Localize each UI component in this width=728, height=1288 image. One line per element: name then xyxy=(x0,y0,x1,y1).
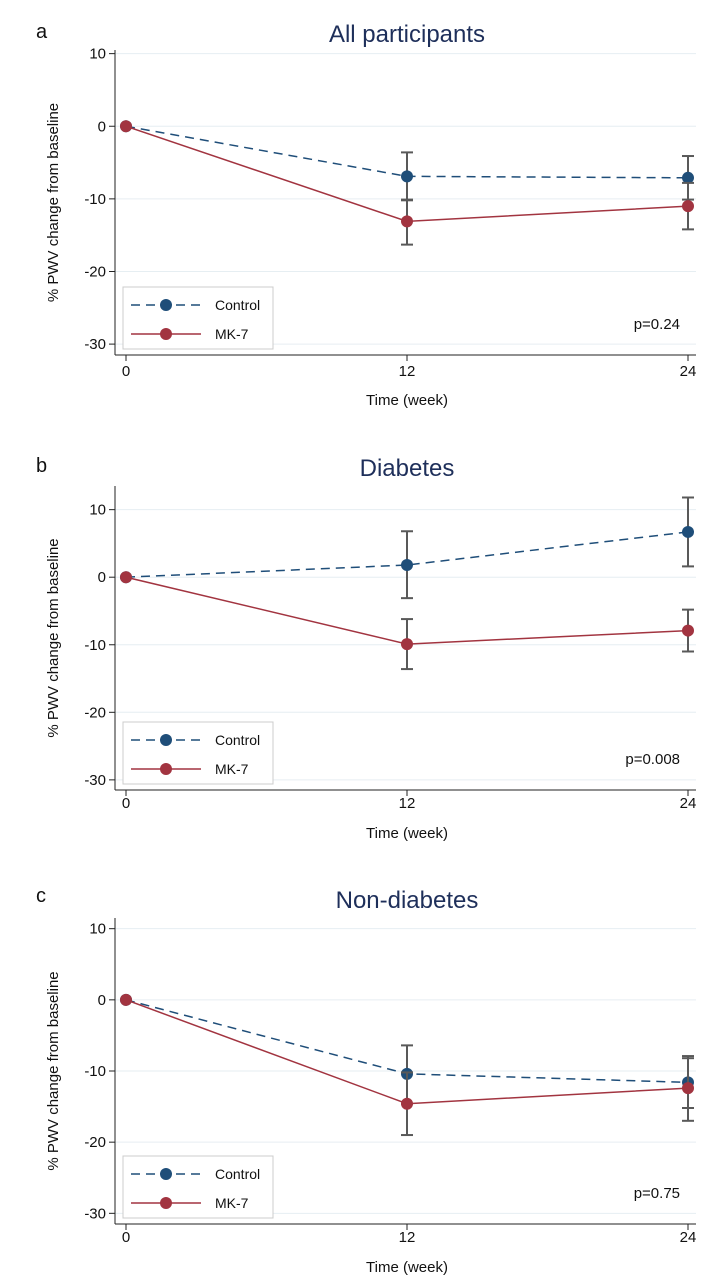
panel-b-legend-box xyxy=(122,721,274,785)
panel-b-control-point xyxy=(682,525,694,538)
panel-a-y-tick-label: -30 xyxy=(84,336,106,353)
panel-b-x-tick-label: 0 xyxy=(122,795,130,812)
panel-a-y-tick-label: -10 xyxy=(84,191,106,208)
panel-c-x-tick-label: 12 xyxy=(399,1229,416,1246)
panel-a-letter: a xyxy=(36,21,48,43)
panel-c-legend-box xyxy=(122,1155,274,1219)
panel-b-control-point xyxy=(401,559,413,572)
panel-a-x-axis-label: Time (week) xyxy=(366,392,448,409)
panel-c-x-tick-label: 0 xyxy=(122,1229,130,1246)
panel-b: b Diabetes 10 0 -10 -20 -30 0 12 24 Time (week) % P… xyxy=(36,455,696,842)
panel-b-legend-label: MK-7 xyxy=(215,761,249,777)
panel-a-legend-label: Control xyxy=(215,297,260,313)
panel-a-title: All participants xyxy=(329,21,485,48)
panel-c-letter: c xyxy=(36,885,46,907)
panel-b-x-axis-label: Time (week) xyxy=(366,825,448,842)
panel-c-mk-7-point xyxy=(682,1082,694,1095)
panel-b-y-tick-label: -10 xyxy=(84,637,106,654)
panel-b-x-tick-label: 12 xyxy=(399,795,416,812)
panel-a-x-tick-label: 12 xyxy=(399,363,416,380)
panel-a-mk-7-point xyxy=(401,215,413,228)
panel-c-mk-7-point xyxy=(120,993,132,1006)
panel-a-p-value: p=0.24 xyxy=(634,316,680,333)
panel-a-legend-label: MK-7 xyxy=(215,326,249,342)
panel-b-y-tick-label: 10 xyxy=(89,502,106,519)
panel-a-control-point xyxy=(682,171,694,184)
panel-b-y-tick-label: -20 xyxy=(84,704,106,721)
panel-a-y-tick-label: 0 xyxy=(98,118,106,135)
panel-a: a All participants 10 0 -10 -20 -30 0 12 24 Time (… xyxy=(36,21,696,409)
panel-b-legend-label: Control xyxy=(215,732,260,748)
panel-a-x-tick-label: 0 xyxy=(122,363,130,380)
panel-b-title: Diabetes xyxy=(360,455,455,482)
panel-b-mk-7-point xyxy=(682,624,694,637)
panel-b-y-tick-label: -30 xyxy=(84,772,106,789)
panel-a-x-tick-label: 24 xyxy=(680,363,697,380)
panel-c-legend-swatch-marker xyxy=(160,1168,172,1180)
panel-a-legend-box xyxy=(122,286,274,350)
panel-a-legend: Control MK-7 xyxy=(122,286,274,350)
panel-b-mk-7-point xyxy=(120,571,132,584)
panel-a-y-tick-label: 10 xyxy=(89,46,106,63)
panel-c-y-tick-label: 0 xyxy=(98,992,106,1009)
panel-a-legend-swatch-marker xyxy=(160,328,172,340)
panel-b-legend-swatch-marker xyxy=(160,734,172,746)
panel-c-title: Non-diabetes xyxy=(336,887,479,914)
panel-c-x-axis-label: Time (week) xyxy=(366,1259,448,1276)
panel-a-legend-swatch-marker xyxy=(160,299,172,311)
panel-a-control-point xyxy=(401,170,413,183)
panel-c-mk-7-point xyxy=(401,1097,413,1110)
panel-c-legend-label: MK-7 xyxy=(215,1195,249,1211)
panel-b-legend: Control MK-7 xyxy=(122,721,274,785)
panel-c-y-tick-label: -20 xyxy=(84,1134,106,1151)
panel-c-legend: Control MK-7 xyxy=(122,1155,274,1219)
panel-b-control-line xyxy=(125,531,689,578)
panel-a-mk-7-point xyxy=(682,200,694,213)
panel-c-legend-label: Control xyxy=(215,1166,260,1182)
panel-b-p-value: p=0.008 xyxy=(625,751,680,768)
panel-b-legend-swatch-marker xyxy=(160,763,172,775)
panel-a-y-tick-label: -20 xyxy=(84,263,106,280)
panel-c-y-tick-label: 10 xyxy=(89,921,106,938)
panel-b-mk-7-point xyxy=(401,638,413,651)
panel-c-legend-swatch-marker xyxy=(160,1197,172,1209)
panel-c-y-tick-label: -10 xyxy=(84,1063,106,1080)
panel-c-p-value: p=0.75 xyxy=(634,1185,680,1202)
panel-c-y-tick-label: -30 xyxy=(84,1205,106,1222)
panel-c-y-axis-label: % PWV change from baseline xyxy=(45,971,62,1170)
panel-a-y-axis-label: % PWV change from baseline xyxy=(45,103,62,302)
panel-c-x-tick-label: 24 xyxy=(680,1229,697,1246)
panel-b-x-tick-label: 24 xyxy=(680,795,697,812)
panel-b-y-axis-label: % PWV change from baseline xyxy=(45,538,62,737)
panel-b-y-tick-label: 0 xyxy=(98,569,106,586)
panel-c: c Non-diabetes 10 0 -10 -20 -30 0 12 24 Time (week… xyxy=(36,885,696,1276)
panel-a-mk-7-point xyxy=(120,120,132,133)
panel-b-letter: b xyxy=(36,455,47,477)
